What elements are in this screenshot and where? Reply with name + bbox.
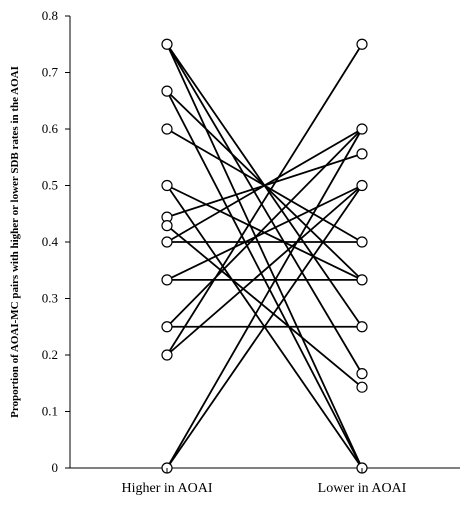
y-tick-label: 0.5: [42, 178, 58, 193]
pair-line: [166, 43, 363, 356]
pair-line: [166, 128, 363, 243]
y-ticks-group: 0 0.1 0.2 0.3 0.4 0.5 0.6 0.7 0.8: [42, 8, 70, 475]
data-point-marker: [161, 274, 173, 286]
pair-line: [166, 43, 363, 375]
pair-line: [166, 184, 363, 469]
pair-line: [166, 184, 363, 281]
data-point-marker: [161, 123, 173, 135]
data-point-marker: [356, 236, 368, 248]
data-point-marker: [161, 179, 173, 192]
pair-line: [166, 128, 363, 328]
data-point-marker: [161, 85, 173, 97]
y-tick-label: 0.8: [42, 8, 58, 23]
data-point-marker: [161, 236, 173, 248]
data-point-marker: [356, 274, 368, 286]
y-axis-label: Proportion of AOAI-MC pairs with higher …: [9, 66, 21, 418]
data-point-marker: [161, 220, 173, 232]
x-category-label: Higher in AOAI: [122, 481, 213, 496]
pair-lines-group: [166, 43, 363, 469]
y-tick-label: 0.4: [42, 234, 59, 249]
y-tick-label: 0.7: [42, 65, 59, 80]
data-point-marker: [356, 368, 368, 380]
data-point-marker: [161, 321, 173, 333]
y-tick-label: 0.1: [42, 404, 58, 419]
data-point-marker: [356, 321, 368, 333]
x-category-label: Lower in AOAI: [318, 481, 407, 496]
data-point-marker: [161, 349, 173, 361]
pair-line: [166, 128, 363, 469]
pair-line: [166, 224, 363, 388]
y-tick-label: 0.2: [42, 347, 58, 362]
data-point-marker: [356, 38, 368, 50]
pair-line: [166, 184, 363, 356]
data-point-marker: [356, 123, 368, 135]
data-point-marker: [356, 381, 368, 393]
data-point-marker: [356, 148, 368, 160]
pair-line: [166, 43, 363, 469]
data-point-marker: [161, 38, 173, 50]
data-point-marker: [356, 179, 368, 192]
markers-group: [161, 38, 368, 474]
y-tick-label: 0.3: [42, 291, 58, 306]
x-categories-group: Higher in AOAI Lower in AOAI: [122, 468, 407, 496]
y-tick-label: 0.6: [42, 121, 59, 136]
y-tick-label: 0: [52, 460, 59, 475]
